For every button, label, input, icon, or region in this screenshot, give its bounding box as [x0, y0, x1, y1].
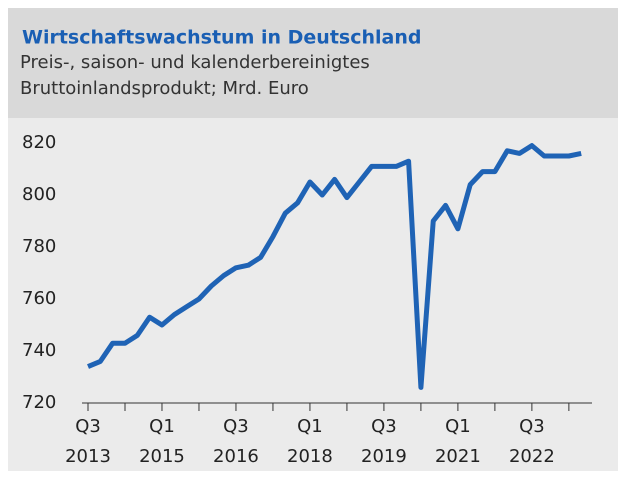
chart-title: Wirtschaftswachstum in Deutschland [22, 27, 421, 49]
subtitle-box: Preis-, saison- und kalenderbereinigtes … [20, 52, 370, 99]
y-tick-label: 820 [22, 132, 56, 153]
x-tick-label: Q3 2013 [65, 416, 111, 467]
x-tick-label: Q1 2021 [435, 416, 481, 467]
y-tick-label: 780 [22, 236, 56, 257]
y-tick-label: 740 [22, 340, 56, 361]
x-tick-label: Q1 2018 [287, 416, 333, 467]
header-background [8, 8, 618, 118]
x-tick-label: Q3 2019 [361, 416, 407, 467]
x-tick-label: Q3 2022 [509, 416, 555, 467]
line-series [87, 143, 582, 390]
chart-subtitle: Preis-, saison- und kalenderbereinigtes … [20, 52, 370, 99]
x-tick-label: Q3 2016 [213, 416, 259, 467]
y-tick-label: 760 [22, 288, 56, 309]
y-tick-label: 720 [22, 392, 56, 413]
y-tick-label: 800 [22, 184, 56, 205]
x-tick-label: Q1 2015 [139, 416, 185, 467]
